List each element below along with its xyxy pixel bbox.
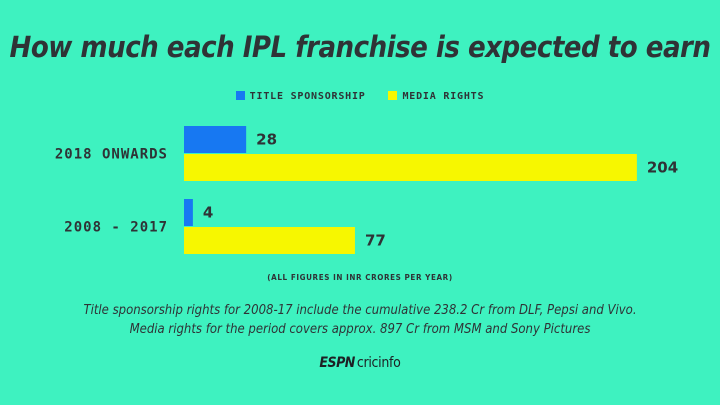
brand-cricinfo: cricinfo [356, 355, 401, 371]
footnote-line-1: Title sponsorship rights for 2008-17 inc… [83, 303, 637, 318]
legend-item-title-sponsorship: TITLE SPONSORSHIP [235, 91, 366, 102]
units-note: (ALL FIGURES IN INR CRORES PER YEAR) [267, 273, 453, 282]
bar-media-rights [184, 227, 355, 254]
legend-item-media-rights: MEDIA RIGHTS [388, 91, 484, 102]
chart-legend: TITLE SPONSORSHIP MEDIA RIGHTS [0, 91, 720, 102]
category-label: 2018 ONWARDS [55, 147, 168, 163]
data-label: 4 [203, 204, 213, 222]
espncricinfo-logo: ESPN cricinfo [0, 355, 720, 371]
data-label: 77 [365, 232, 386, 250]
data-label: 204 [647, 159, 678, 177]
bar-title-sponsorship [184, 126, 247, 153]
legend-label: MEDIA RIGHTS [402, 91, 485, 102]
legend-swatch-media-rights [388, 91, 398, 100]
legend-swatch-title-sponsorship [235, 91, 245, 100]
bar-title-sponsorship [184, 199, 193, 226]
bar-media-rights [184, 154, 637, 181]
legend-label: TITLE SPONSORSHIP [249, 91, 366, 102]
data-label: 28 [256, 131, 277, 149]
category-label: 2008 - 2017 [64, 220, 168, 236]
footnote-line-2: Media rights for the period covers appro… [129, 322, 591, 337]
brand-espn: ESPN [319, 355, 355, 371]
footnote: Title sponsorship rights for 2008-17 inc… [0, 301, 720, 339]
chart-title: How much each IPL franchise is expected … [9, 30, 711, 64]
